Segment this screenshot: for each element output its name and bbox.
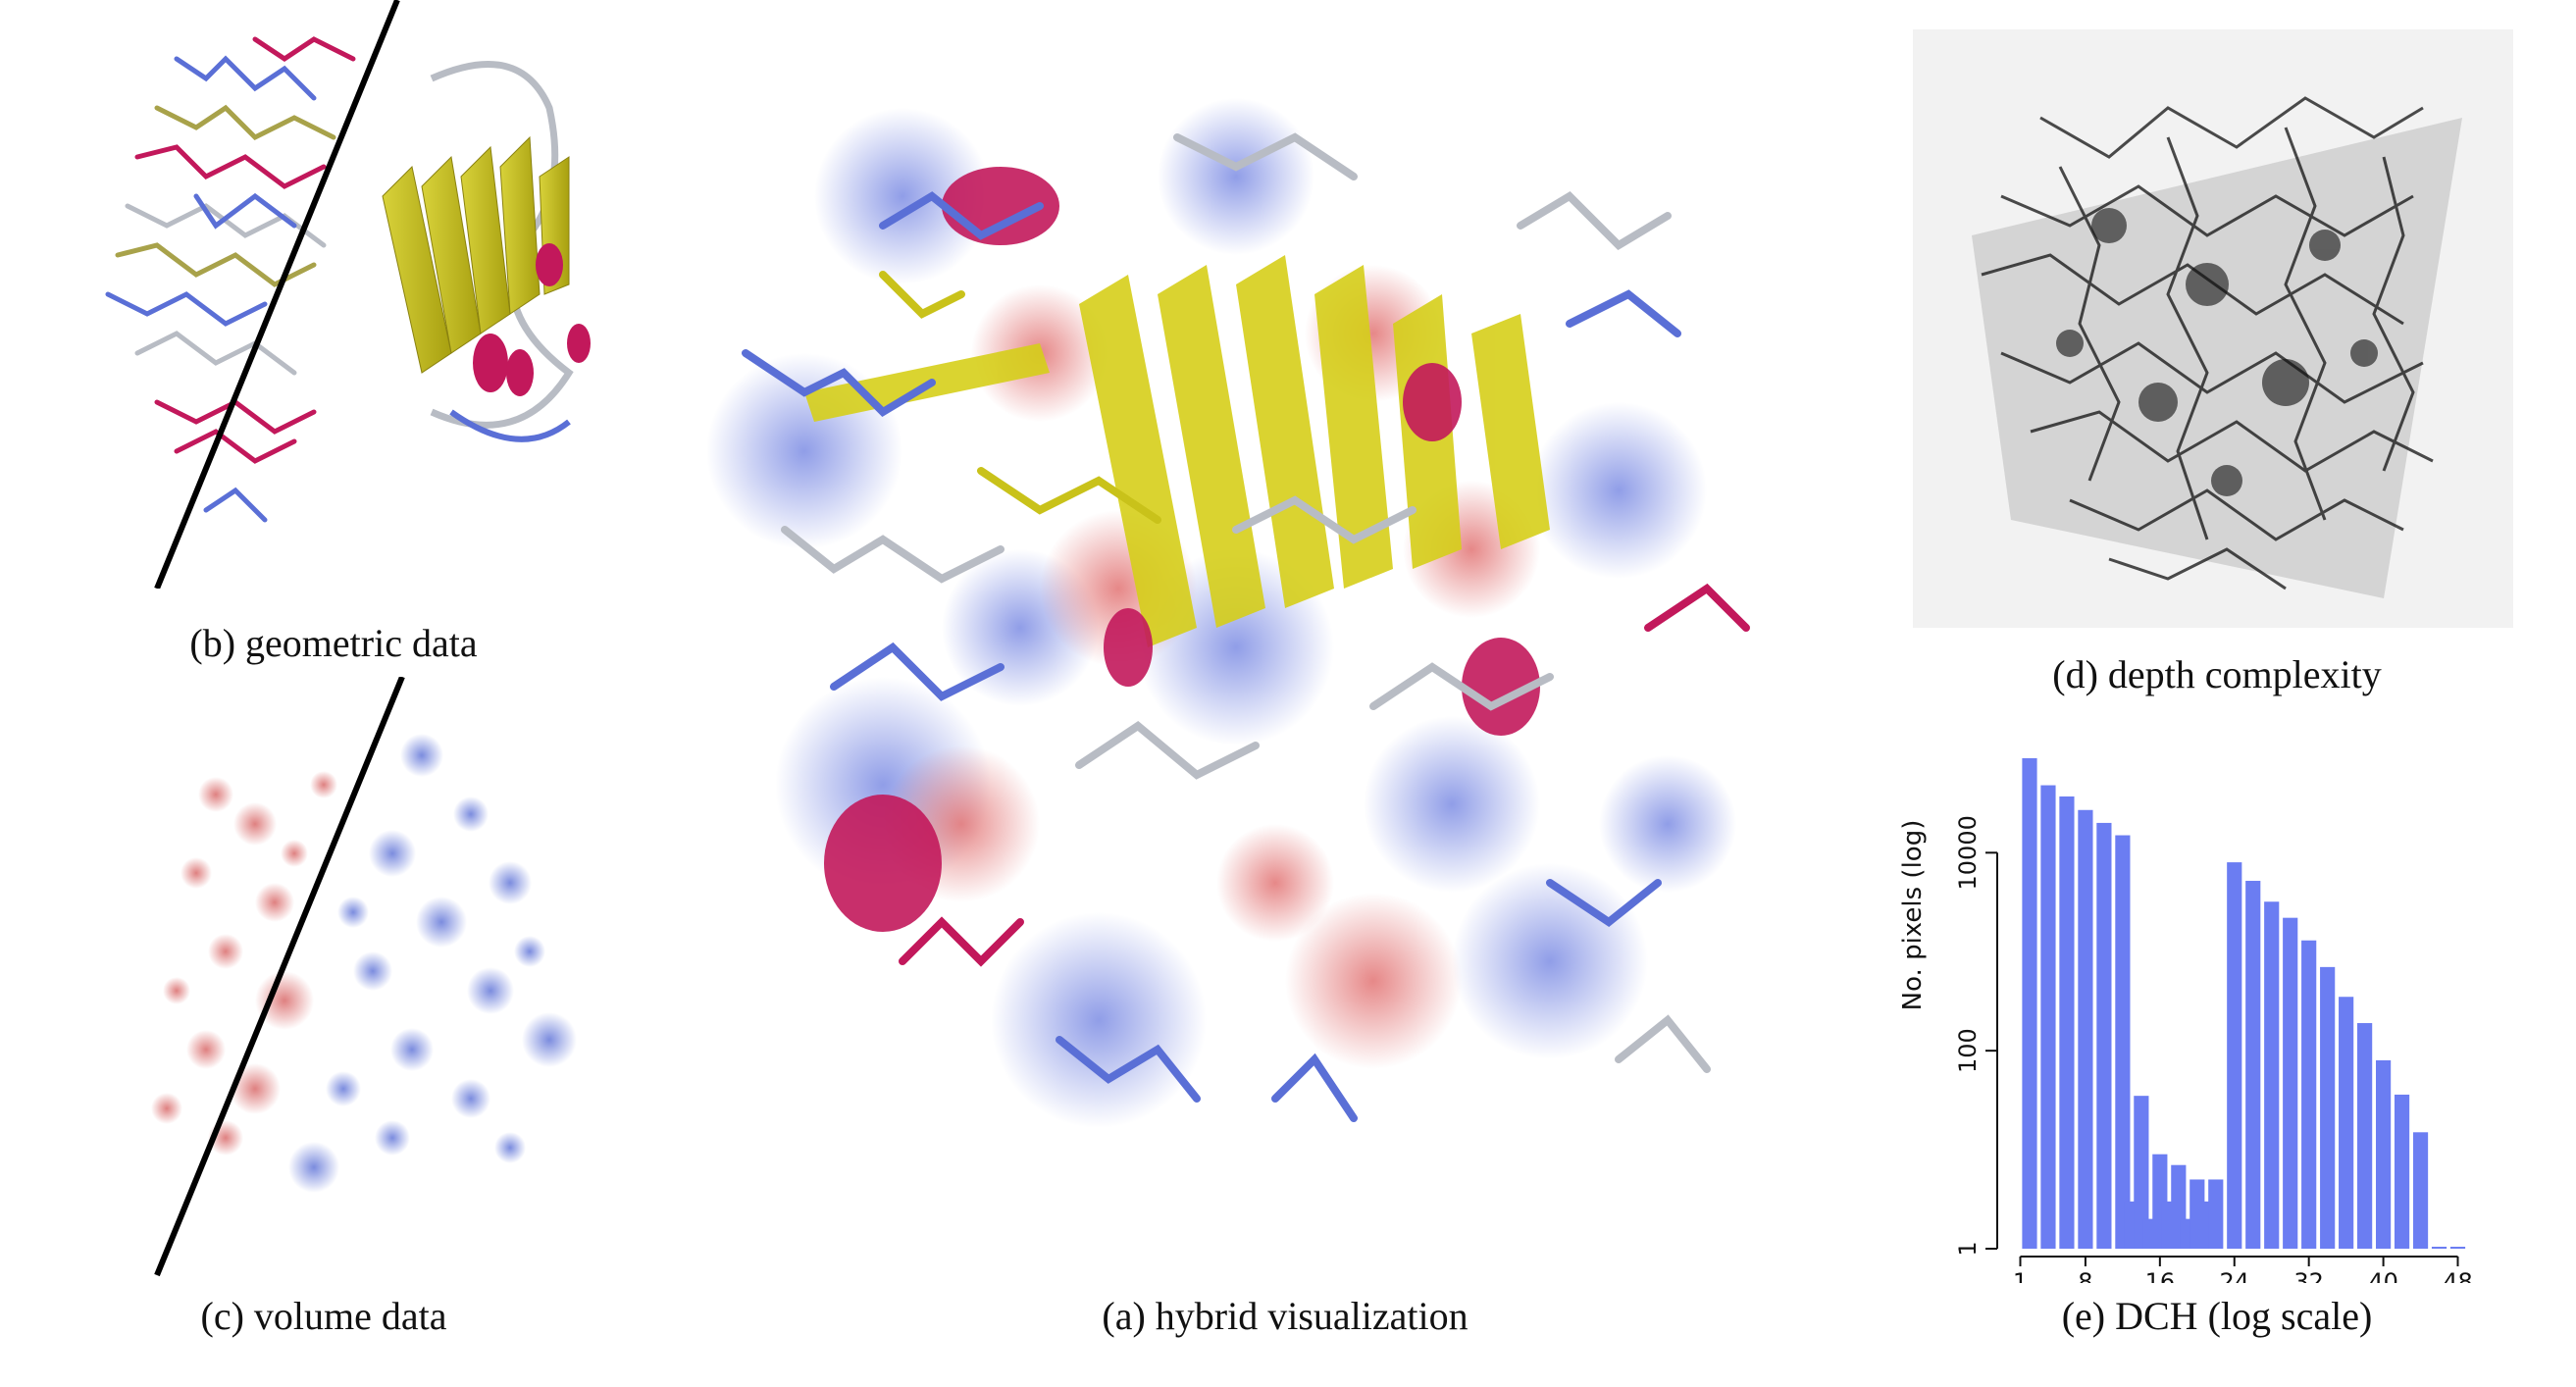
x-tick-label: 48: [2443, 1268, 2473, 1283]
y-tick-label: 10000: [1954, 815, 1982, 890]
hybrid-molecule-image: [706, 98, 1750, 1128]
caption-hybrid: (a) hybrid visualization: [1102, 1294, 1468, 1338]
bar: [2431, 1247, 2447, 1249]
y-axis: 1 100 10000: [1954, 815, 1998, 1257]
dch-chart: No. pixels (log) 1 100 10000 1 8 16 24 32 40 48: [1898, 757, 2473, 1283]
bar: [2339, 997, 2354, 1249]
bar: [2208, 1179, 2224, 1249]
volume-data-panel: [98, 677, 628, 1285]
caption-dch: (e) DCH (log scale): [2061, 1294, 2373, 1338]
y-tick-label: 100: [1954, 1028, 1982, 1073]
bar: [2394, 1094, 2410, 1249]
x-tick-label: 8: [2078, 1268, 2092, 1283]
bar: [2376, 1059, 2392, 1249]
depth-complexity-panel: [1913, 29, 2513, 628]
bar: [2227, 862, 2242, 1249]
bar: [2301, 940, 2317, 1249]
split-line: [154, 677, 405, 1277]
bar: [2078, 809, 2093, 1249]
caption-depth: (d) depth complexity: [2052, 652, 2382, 696]
x-tick-label: 32: [2293, 1268, 2324, 1283]
dch-chart-panel: No. pixels (log) 1 100 10000 1 8 16 24 32 40 48: [1893, 714, 2521, 1283]
bar: [2096, 822, 2112, 1249]
volume-image: [151, 677, 577, 1277]
bar: [2040, 785, 2056, 1249]
caption-volume: (c) volume data: [200, 1294, 447, 1338]
depth-complexity-image: [1972, 96, 2462, 598]
bar: [2357, 1023, 2373, 1249]
caption-geometric: (b) geometric data: [189, 621, 478, 665]
x-tick-label: 24: [2219, 1268, 2249, 1283]
bar: [2264, 901, 2280, 1249]
y-tick-label: 1: [1954, 1241, 1982, 1256]
bar: [2059, 796, 2075, 1249]
split-line: [154, 0, 400, 589]
bar: [2320, 966, 2336, 1249]
bar: [2245, 880, 2261, 1249]
geometric-data-panel: [59, 0, 608, 589]
x-axis: 1 8 16 24 32 40 48: [2013, 1256, 2473, 1283]
bars: [2022, 757, 2466, 1249]
geometric-molecule-image: [105, 0, 591, 589]
bar: [2022, 757, 2037, 1249]
y-axis-label: No. pixels (log): [1898, 820, 1928, 1011]
bar: [2412, 1132, 2429, 1249]
bar: [2134, 1096, 2149, 1249]
x-tick-label: 16: [2145, 1268, 2176, 1283]
bar: [2449, 1247, 2466, 1249]
hybrid-visualization-panel: [687, 78, 1776, 1256]
bar: [2283, 917, 2298, 1249]
x-tick-label: 1: [2013, 1268, 2028, 1283]
bar: [2115, 835, 2131, 1249]
x-tick-label: 40: [2368, 1268, 2398, 1283]
